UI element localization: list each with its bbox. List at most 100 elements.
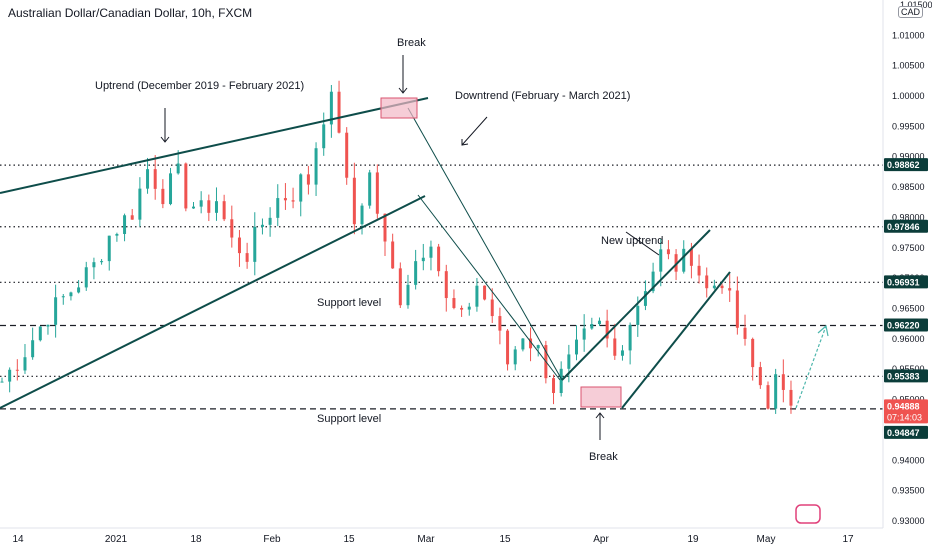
candle-body [559, 368, 563, 394]
candle-body [758, 367, 762, 386]
candle-body [291, 200, 295, 202]
y-tick-label: 0.96500 [892, 304, 925, 314]
candle-body [237, 237, 241, 254]
candle-body [31, 340, 35, 358]
candle-body [222, 201, 226, 220]
candle-body [467, 306, 471, 310]
candle-body [283, 198, 287, 201]
x-tick-label: 14 [12, 534, 24, 545]
y-tick-label: 0.96000 [892, 334, 925, 344]
candle-body [705, 275, 709, 289]
trendline [0, 97, 429, 194]
x-tick-label: May [757, 534, 776, 545]
candle-body [245, 253, 249, 262]
candle-body [536, 345, 540, 349]
price-label: 0.95383 [887, 371, 920, 381]
y-tick-label: 1.01000 [892, 30, 925, 40]
candle-body [697, 265, 701, 276]
candle-body [360, 205, 364, 225]
candle-body [437, 246, 441, 272]
candle-body [490, 299, 494, 317]
candle-body [789, 389, 793, 406]
candle-body [735, 290, 739, 328]
y-tick-label: 1.00500 [892, 61, 925, 71]
candle-body [613, 338, 617, 356]
candle-body [345, 132, 349, 178]
price-label-bg [884, 158, 928, 172]
currency-badge[interactable]: CAD [898, 6, 924, 18]
candle-body [38, 326, 42, 341]
candle-body [383, 213, 387, 242]
candle-body [253, 226, 257, 262]
downtrend-label: Downtrend (February - March 2021) [455, 90, 630, 102]
candle-body [368, 172, 372, 206]
x-tick-label: 15 [499, 534, 511, 545]
projection-arrow-head [817, 324, 829, 337]
candle-body [674, 254, 678, 272]
candle-body [146, 169, 150, 189]
x-tick-label: 19 [687, 534, 699, 545]
y-tick-label: 0.93000 [892, 516, 925, 526]
candle-body [69, 292, 73, 297]
candle-body [207, 200, 211, 213]
candle-body [521, 338, 525, 350]
x-tick-label: 2021 [105, 534, 128, 545]
candle-body [276, 198, 280, 218]
candle-body [636, 305, 640, 325]
candle-body [299, 174, 303, 202]
candle-body [54, 297, 58, 325]
candle-body [107, 235, 111, 262]
candle-body [689, 248, 693, 266]
candle-body [322, 124, 326, 149]
candle-body [682, 248, 686, 272]
candle-body [115, 233, 119, 236]
levels-layer [0, 164, 883, 410]
price-label: 0.97846 [887, 222, 920, 232]
candle-body [406, 284, 410, 306]
candle-body [475, 285, 479, 307]
y-tick-label: 0.98500 [892, 182, 925, 192]
candle-body [552, 378, 556, 394]
projection-arrow-line [795, 325, 827, 409]
break-box-top [380, 97, 418, 119]
break-top-label: Break [397, 37, 426, 49]
candles-layer [0, 80, 793, 414]
candle-body [651, 271, 655, 292]
x-tick-label: 17 [842, 534, 854, 545]
candle-body [23, 357, 27, 371]
x-tick-label: 15 [343, 534, 355, 545]
candle-body [498, 316, 502, 331]
y-tick-label: 0.99000 [892, 152, 925, 162]
earnings-badge-icon [795, 504, 821, 524]
break-bottom-label: Break [589, 451, 618, 463]
candle-body [444, 271, 448, 299]
candle-body [46, 324, 50, 327]
price-label-bg [884, 318, 928, 332]
trendline [621, 271, 731, 409]
y-tick-label: 0.93500 [892, 486, 925, 496]
price-label: 0.98862 [887, 160, 920, 170]
candle-body [575, 339, 578, 355]
y-tick-label: 0.99500 [892, 121, 925, 131]
candle-body [567, 354, 571, 369]
trendline [407, 107, 563, 381]
candle-body [77, 287, 81, 293]
candle-body [483, 285, 487, 300]
candle-body [8, 369, 12, 382]
candle-body [421, 257, 425, 262]
candle-body [123, 215, 127, 234]
candle-body [306, 174, 310, 185]
chart-title: Australian Dollar/Canadian Dollar, 10h, … [8, 6, 253, 20]
price-label-bg [884, 369, 928, 383]
candle-body [314, 148, 318, 185]
candle-body [452, 298, 456, 308]
candle-body [643, 291, 647, 306]
price-label-bg [884, 425, 928, 439]
candle-body [176, 163, 180, 174]
support-upper-label: Support level [317, 297, 381, 309]
candle-body [720, 285, 724, 289]
candle-body [398, 268, 402, 306]
candle-body [774, 374, 778, 409]
